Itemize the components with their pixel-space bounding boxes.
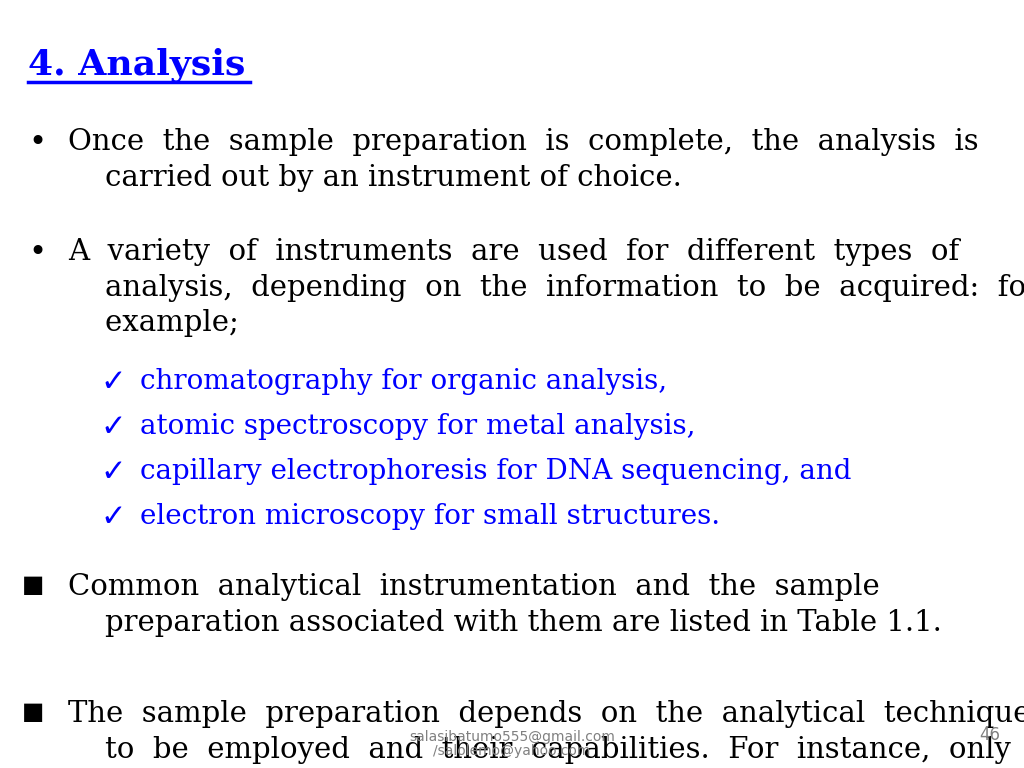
Text: /salolemo@yahoo.com: /salolemo@yahoo.com [433,744,591,758]
Text: ✓: ✓ [100,503,126,532]
Text: 46: 46 [979,726,1000,744]
Text: ■: ■ [22,700,44,724]
Text: Common  analytical  instrumentation  and  the  sample
    preparation associated: Common analytical instrumentation and th… [68,573,942,637]
Text: ✓: ✓ [100,368,126,397]
Text: ✓: ✓ [100,413,126,442]
Text: ✓: ✓ [100,458,126,487]
Text: atomic spectroscopy for metal analysis,: atomic spectroscopy for metal analysis, [140,413,695,440]
Text: electron microscopy for small structures.: electron microscopy for small structures… [140,503,720,530]
Text: ■: ■ [22,573,44,597]
Text: Once  the  sample  preparation  is  complete,  the  analysis  is
    carried out: Once the sample preparation is complete,… [68,128,979,192]
Text: capillary electrophoresis for DNA sequencing, and: capillary electrophoresis for DNA sequen… [140,458,852,485]
Text: salasibatumo555@gmail.com: salasibatumo555@gmail.com [409,730,615,744]
Text: •: • [28,128,46,157]
Text: A  variety  of  instruments  are  used  for  different  types  of
    analysis, : A variety of instruments are used for di… [68,238,1024,337]
Text: •: • [28,238,46,267]
Text: 4. Analysis: 4. Analysis [28,48,246,82]
Text: chromatography for organic analysis,: chromatography for organic analysis, [140,368,667,395]
Text: The  sample  preparation  depends  on  the  analytical  techniques
    to  be  e: The sample preparation depends on the an… [68,700,1024,768]
